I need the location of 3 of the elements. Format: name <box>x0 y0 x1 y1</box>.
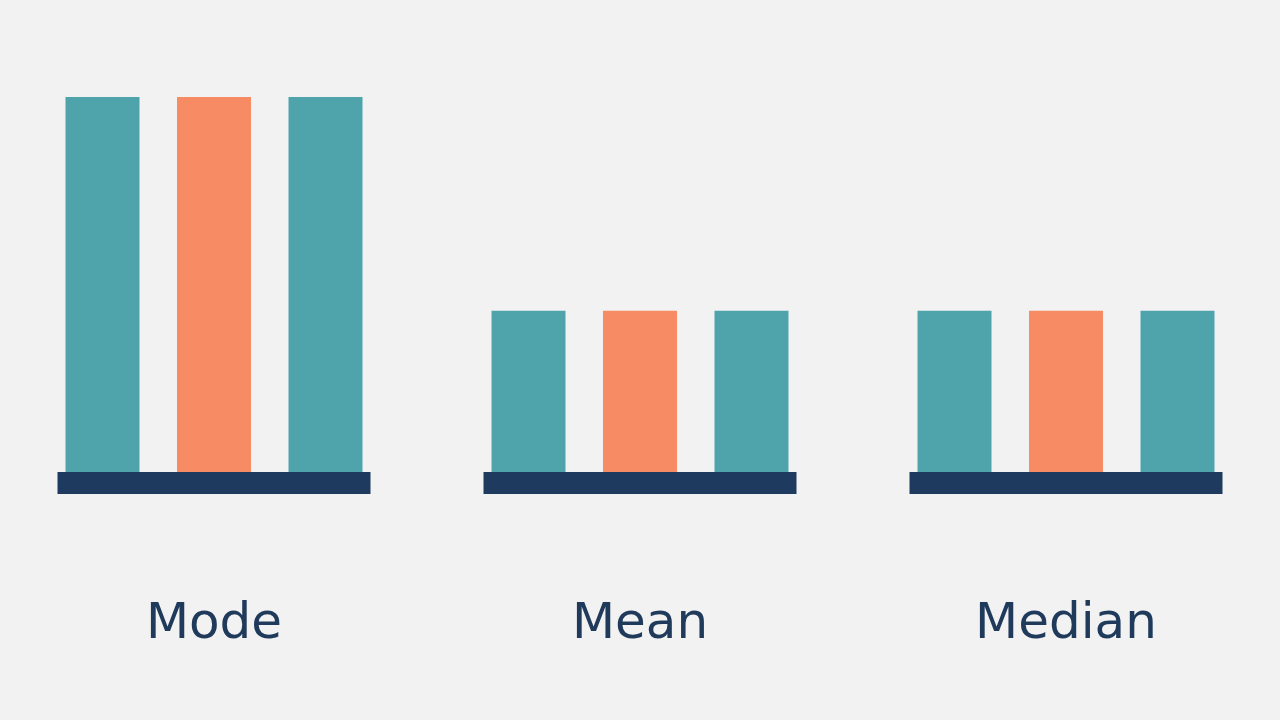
x-tick-label: Mode <box>145 592 283 650</box>
x-tick-label: Mean <box>571 592 709 650</box>
x-tick-label: Median <box>975 592 1157 650</box>
